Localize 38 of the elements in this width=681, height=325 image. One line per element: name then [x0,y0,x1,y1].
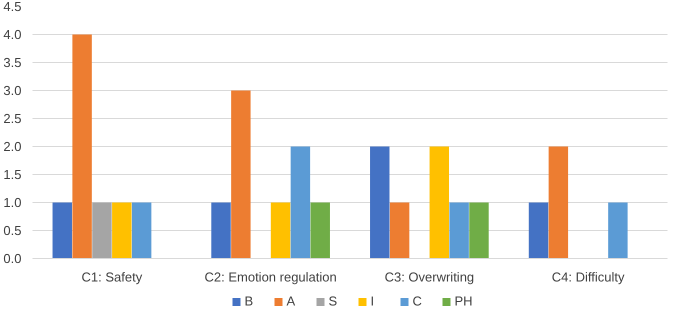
bar [270,202,290,258]
x-tick-label: C3: Overwriting [384,270,474,284]
y-tick-label: 0.0 [3,251,22,266]
bar [211,202,231,258]
bar [608,202,628,258]
bar [370,146,390,258]
legend-label: B [244,294,254,308]
x-tick-label: C4: Difficulty [552,270,625,284]
x-tick-label: C1: Safety [82,270,143,284]
y-tick-label: 0.5 [3,223,22,238]
y-tick-label: 2.5 [3,111,22,126]
y-tick-label: 1.5 [3,167,22,182]
bar [528,202,548,258]
bar [112,202,132,258]
legend-label: S [328,294,338,308]
bar [92,202,112,258]
bar [548,146,568,258]
y-tick-label: 4.5 [3,0,22,14]
bar [310,202,330,258]
legend-label: I [370,294,376,308]
bar [390,202,410,258]
bar [132,202,152,258]
y-tick-label: 2.0 [3,139,22,154]
y-tick-label: 1.0 [3,195,22,210]
y-tick-label: 4.0 [3,27,22,42]
bar [72,34,92,258]
legend-label: C [412,294,423,308]
legend-label: A [286,294,296,308]
y-tick-label: 3.5 [3,55,22,70]
bar [449,202,469,258]
bar [290,146,310,258]
bar [430,146,450,258]
legend-label: PH [454,294,474,308]
y-tick-label: 3.0 [3,83,22,98]
bar [52,202,72,258]
bar [469,202,489,258]
x-tick-label: C2: Emotion regulation [204,270,337,284]
bar [231,90,251,258]
